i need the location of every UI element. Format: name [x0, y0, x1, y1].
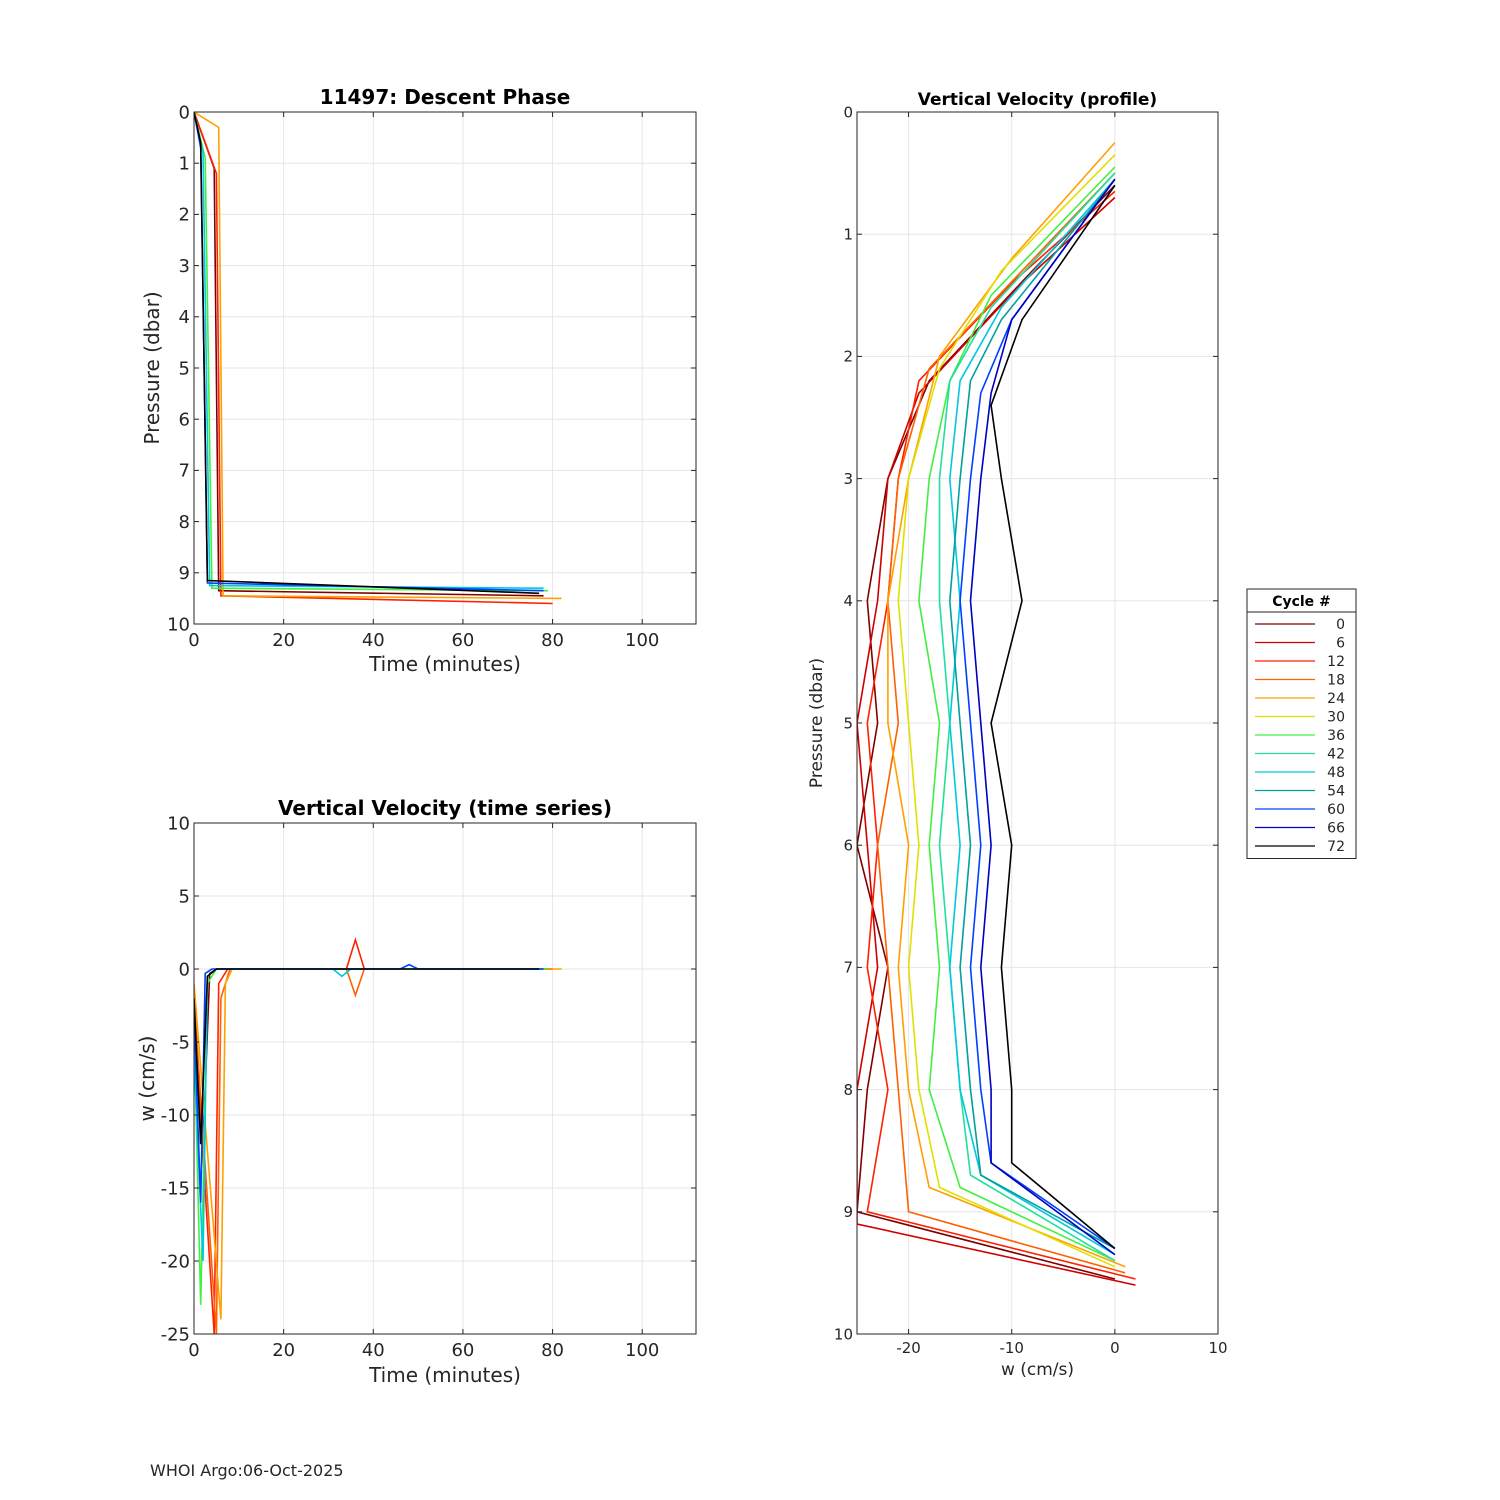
- y-tick-label: 10: [167, 614, 190, 635]
- legend-entry: 0: [1336, 617, 1345, 633]
- y-tick-label: 4: [179, 307, 190, 328]
- y-tick-label: 5: [179, 886, 190, 907]
- x-axis-label: Time (minutes): [368, 652, 521, 676]
- legend-entry: 6: [1336, 636, 1345, 652]
- y-tick-label: 6: [843, 836, 853, 854]
- y-tick-label: -25: [161, 1324, 190, 1345]
- legend-entry: 66: [1327, 821, 1345, 837]
- y-tick-label: 9: [843, 1203, 853, 1221]
- legend: Cycle # 0 6 12 18 24 30 36 42 48 54 60 66 72: [1246, 588, 1357, 859]
- y-tick-label: 10: [834, 1325, 853, 1343]
- y-axis-label: Pressure (dbar): [807, 658, 827, 788]
- series-line-cycle-6: [857, 196, 1136, 1286]
- y-tick-label: 3: [179, 256, 190, 277]
- series-line-cycle-36: [918, 166, 1116, 1262]
- y-tick-label: 6: [179, 410, 190, 431]
- y-tick-label: -15: [161, 1178, 190, 1199]
- y-tick-label: -20: [161, 1251, 190, 1272]
- legend-entry: 42: [1327, 747, 1345, 763]
- x-tick-label: 100: [625, 630, 659, 651]
- y-tick-label: -5: [172, 1032, 190, 1053]
- x-tick-label: 10: [1208, 1339, 1227, 1357]
- y-tick-label: 2: [179, 205, 190, 226]
- chart-title: Vertical Velocity (profile): [918, 90, 1157, 110]
- x-tick-label: 20: [272, 1340, 295, 1361]
- x-tick-label: 80: [541, 1340, 564, 1361]
- x-tick-label: 40: [362, 630, 385, 651]
- legend-entry: 48: [1327, 765, 1345, 781]
- x-tick-label: 0: [188, 630, 199, 651]
- y-tick-label: 0: [179, 102, 190, 123]
- series-line-cycle-12: [194, 112, 553, 605]
- y-tick-label: 8: [179, 512, 190, 533]
- x-axis-label: w (cm/s): [1001, 1360, 1074, 1380]
- chart-vel_time: 0 20 40 60 80 100 -25 -20 -15 -10 -5 0 5 10 Vertical V…: [135, 796, 697, 1387]
- y-tick-label: 2: [843, 348, 853, 366]
- x-tick-label: 0: [188, 1340, 199, 1361]
- y-tick-label: 5: [179, 358, 190, 379]
- legend-entry: 60: [1327, 802, 1345, 818]
- y-tick-label: 1: [179, 154, 190, 175]
- series-line-cycle-24: [887, 142, 1126, 1268]
- x-tick-label: 40: [362, 1340, 385, 1361]
- chart-descent: 0 20 40 60 80 100 0 1 2 3 4 5 6 7 8 9 10 11497: Descent P…: [140, 85, 697, 676]
- series-line-cycle-72: [194, 112, 540, 595]
- series-line-cycle-72: [194, 968, 540, 1145]
- x-tick-label: -10: [999, 1339, 1024, 1357]
- series-line-cycle-66: [969, 178, 1116, 1256]
- series-line-cycle-30: [897, 154, 1116, 1268]
- x-tick-label: 60: [451, 1340, 474, 1361]
- x-tick-label: -20: [896, 1339, 921, 1357]
- y-tick-label: 9: [179, 563, 190, 584]
- y-axis-label: w (cm/s): [135, 1036, 159, 1122]
- y-tick-label: 5: [843, 714, 853, 732]
- footer-label: WHOI Argo:06-Oct-2025: [150, 1461, 344, 1480]
- series-line-cycle-24: [194, 112, 562, 600]
- y-tick-label: 7: [843, 959, 853, 977]
- series-group: [194, 112, 562, 605]
- series-group: [194, 937, 562, 1334]
- y-tick-label: 4: [843, 592, 853, 610]
- y-tick-label: 7: [179, 461, 190, 482]
- series-line-cycle-60: [959, 178, 1116, 1250]
- x-tick-label: 20: [272, 630, 295, 651]
- y-tick-label: 1: [843, 225, 853, 243]
- series-line-cycle-54: [948, 178, 1116, 1250]
- legend-entry: 18: [1327, 673, 1345, 689]
- series-line-cycle-0: [857, 184, 1116, 1280]
- x-tick-label: 80: [541, 630, 564, 651]
- y-tick-label: 0: [179, 959, 190, 980]
- chart-title: 11497: Descent Phase: [320, 85, 571, 109]
- legend-entry: 36: [1327, 728, 1345, 744]
- y-tick-label: -10: [161, 1105, 190, 1126]
- legend-entry: 12: [1327, 654, 1345, 670]
- y-tick-label: 10: [167, 813, 190, 834]
- x-tick-label: 100: [625, 1340, 659, 1361]
- y-axis-label: Pressure (dbar): [140, 291, 164, 444]
- series-line-cycle-48: [948, 178, 1116, 1256]
- y-tick-label: 0: [843, 103, 853, 121]
- x-axis-label: Time (minutes): [368, 1363, 521, 1387]
- y-tick-label: 3: [843, 470, 853, 488]
- plot-area: [194, 823, 696, 1334]
- axes-frame: [193, 822, 697, 1335]
- legend-entry: 30: [1327, 710, 1345, 726]
- series-line-cycle-12: [866, 190, 1136, 1280]
- chart-title: Vertical Velocity (time series): [278, 796, 612, 820]
- x-tick-label: 0: [1110, 1339, 1120, 1357]
- legend-box: [1246, 588, 1357, 859]
- y-tick-label: 8: [843, 1081, 853, 1099]
- series-line-cycle-72: [990, 184, 1116, 1250]
- legend-entry: 72: [1327, 839, 1345, 855]
- x-tick-label: 60: [451, 630, 474, 651]
- legend-title: Cycle #: [1272, 594, 1331, 610]
- legend-entry: 54: [1327, 784, 1345, 800]
- series-group: [857, 142, 1136, 1286]
- legend-entry: 24: [1327, 691, 1345, 707]
